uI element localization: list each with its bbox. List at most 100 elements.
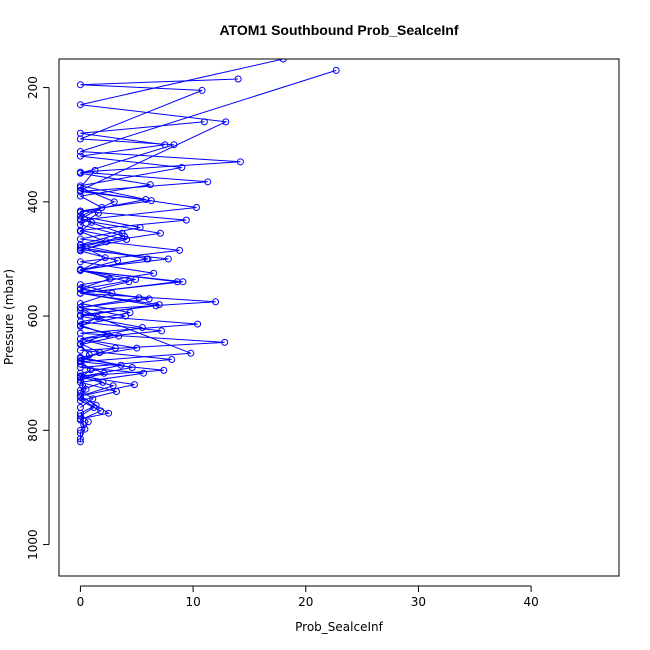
data-point xyxy=(89,395,97,403)
data-point xyxy=(76,397,84,405)
x-axis-label: Prob_SealceInf xyxy=(295,620,383,634)
data-point xyxy=(109,382,117,390)
data-point xyxy=(88,218,96,226)
data-point xyxy=(332,66,340,74)
data-point xyxy=(76,281,84,289)
data-point xyxy=(76,335,84,343)
data-point xyxy=(76,300,84,308)
series-line xyxy=(78,121,205,394)
data-point xyxy=(176,246,184,254)
data-point xyxy=(160,366,168,374)
data-point xyxy=(204,178,212,186)
data-point xyxy=(76,182,84,190)
data-point xyxy=(76,346,84,354)
data-point xyxy=(76,208,84,216)
data-point xyxy=(92,401,100,409)
data-point xyxy=(161,141,169,149)
data-point xyxy=(144,255,152,263)
plot-marks xyxy=(76,59,340,446)
data-point xyxy=(182,216,190,224)
data-point xyxy=(132,276,140,284)
data-point xyxy=(136,224,144,232)
data-point xyxy=(103,330,111,338)
data-point xyxy=(192,204,200,212)
data-point xyxy=(84,418,92,426)
data-point xyxy=(123,236,131,244)
data-point xyxy=(76,389,84,397)
data-point xyxy=(194,320,202,328)
data-point xyxy=(170,141,178,149)
series-line xyxy=(78,59,284,440)
x-tick-label: 10 xyxy=(185,595,200,609)
y-tick-label: 600 xyxy=(26,305,40,328)
x-tick-label: 20 xyxy=(298,595,313,609)
data-point xyxy=(76,192,84,200)
data-point xyxy=(76,426,84,434)
data-point xyxy=(142,196,150,204)
data-point xyxy=(110,198,118,206)
x-tick-label: 0 xyxy=(77,595,85,609)
data-point xyxy=(76,169,84,177)
data-point xyxy=(76,285,84,293)
y-axis-label: Pressure (mbar) xyxy=(2,269,16,365)
data-point xyxy=(178,164,186,172)
y-tick-label: 400 xyxy=(26,190,40,213)
data-point xyxy=(156,229,164,237)
y-tick-label: 800 xyxy=(26,419,40,442)
data-point xyxy=(222,118,230,126)
data-point xyxy=(76,339,84,347)
data-point xyxy=(79,382,87,390)
data-point xyxy=(76,357,84,365)
data-point xyxy=(76,148,84,156)
data-point xyxy=(99,378,107,386)
data-point xyxy=(96,349,104,357)
data-point xyxy=(94,209,102,217)
data-point xyxy=(155,301,163,309)
data-point xyxy=(87,366,95,374)
data-point xyxy=(198,86,206,94)
data-point xyxy=(76,266,84,274)
data-point xyxy=(76,435,84,443)
data-point xyxy=(126,309,134,317)
data-point xyxy=(168,355,176,363)
data-point xyxy=(76,129,84,137)
data-point xyxy=(179,278,187,286)
series-line xyxy=(79,212,183,431)
data-point xyxy=(76,221,84,229)
data-point xyxy=(120,232,128,240)
data-point xyxy=(76,258,84,266)
chart-title: ATOM1 Southbound Prob_SealceInf xyxy=(219,22,458,38)
data-point xyxy=(106,275,114,283)
plot-frame xyxy=(58,58,620,577)
data-point xyxy=(76,235,84,243)
data-point xyxy=(76,369,84,377)
data-point xyxy=(76,374,84,382)
data-point xyxy=(76,228,84,236)
data-point xyxy=(76,304,84,312)
data-point xyxy=(236,158,244,166)
data-point xyxy=(158,327,166,335)
data-point xyxy=(150,269,158,277)
y-tick-label: 200 xyxy=(26,76,40,99)
axes: 0 10 20 30 40 200 400 600 800 1000 xyxy=(26,58,620,609)
data-point xyxy=(212,298,220,306)
data-point xyxy=(76,212,84,220)
data-point xyxy=(164,255,172,263)
data-point xyxy=(114,257,122,265)
data-point xyxy=(76,321,84,329)
data-point xyxy=(138,323,146,331)
data-point xyxy=(140,369,148,377)
data-point xyxy=(117,361,125,369)
data-point xyxy=(76,81,84,89)
data-point xyxy=(121,312,129,320)
data-point xyxy=(221,338,229,346)
series-line xyxy=(78,69,337,442)
x-tick-label: 40 xyxy=(523,595,538,609)
data-point xyxy=(146,181,154,189)
data-point xyxy=(76,101,84,109)
data-point xyxy=(130,381,138,389)
data-point xyxy=(145,295,153,303)
x-tick-label: 30 xyxy=(411,595,426,609)
data-point xyxy=(279,59,287,63)
data-point xyxy=(105,409,113,417)
